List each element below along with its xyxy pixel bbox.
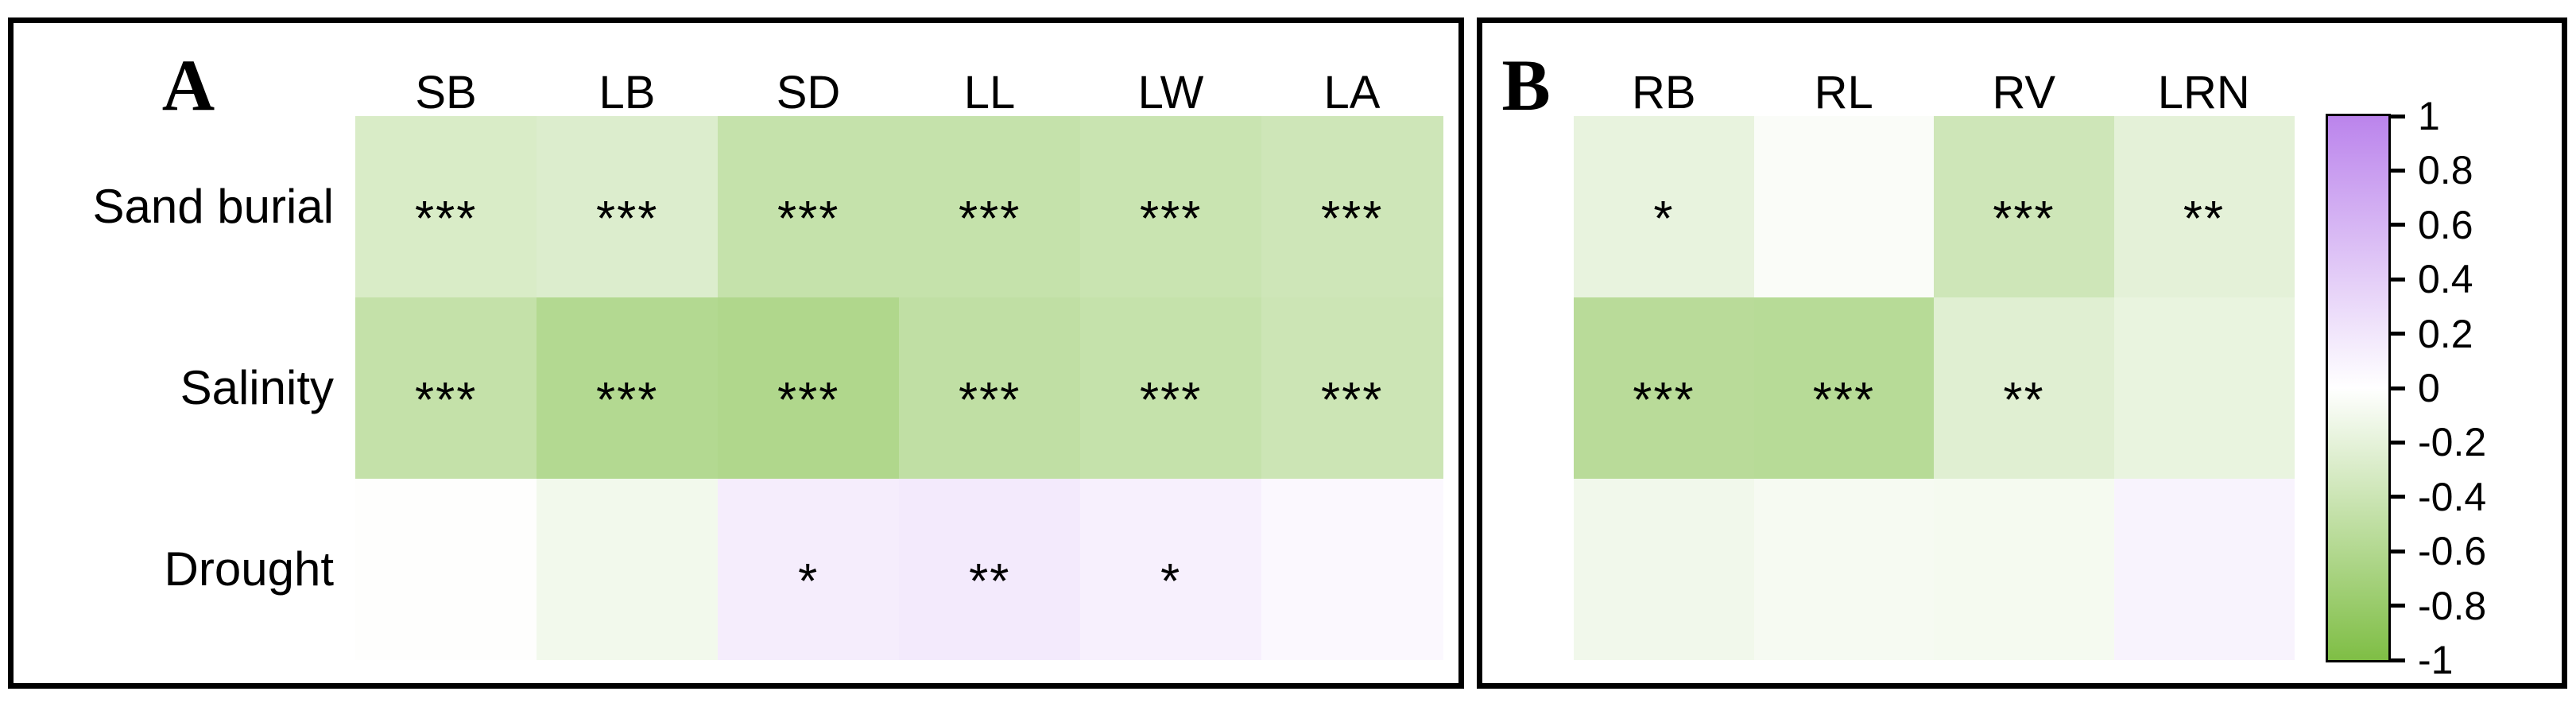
heatmap-cell-a-drought-lw: * [1080,479,1262,660]
colorbar-gradient [2328,116,2388,660]
column-header-lb: LB [598,67,656,118]
significance-stars: *** [596,373,659,428]
significance-stars: ** [969,554,1011,609]
heatmap-cell-a-sand-burial-sb: *** [355,116,537,297]
heatmap-cell-a-salinity-sb: *** [355,297,537,479]
heatmap-cell-a-drought-lb [537,479,719,660]
significance-stars: *** [1633,373,1695,428]
heatmap-cell-a-drought-la [1261,479,1443,660]
panel-a-letter: A [161,45,215,126]
heatmap-cell-b-sand-burial-rl [1753,116,1935,297]
column-header-rb: RB [1631,67,1696,118]
heatmap-cell-b-drought-lrn [2113,479,2295,660]
column-header-rl: RL [1814,67,1873,118]
colorbar-tick [2391,658,2405,662]
significance-stars: * [798,554,819,609]
column-header-sd: SD [776,67,841,118]
colorbar-tick-label: -0.2 [2418,420,2487,465]
colorbar-tick-label: -0.4 [2418,474,2487,519]
significance-stars: *** [777,192,840,247]
heatmap-cell-b-salinity-rv: ** [1934,297,2114,479]
colorbar-tick-label: 1 [2418,94,2440,138]
column-header-lw: LW [1137,67,1204,118]
heatmap-cell-b-sand-burial-rv: *** [1934,116,2114,297]
significance-stars: *** [1812,373,1876,428]
significance-stars: *** [1993,192,2055,247]
heatmap-cell-a-salinity-ll: *** [899,297,1081,479]
heatmap-cell-b-sand-burial-lrn: ** [2113,116,2295,297]
colorbar-tick-label: 0 [2418,366,2440,410]
significance-stars: *** [596,192,659,247]
heatmap-cell-a-sand-burial-ll: *** [899,116,1081,297]
significance-stars: *** [959,373,1021,428]
heatmap-cell-b-drought-rb [1574,479,1754,660]
heatmap-cell-b-salinity-lrn [2113,297,2295,479]
colorbar-tick [2391,168,2405,173]
heatmap-cell-b-drought-rv [1934,479,2114,660]
colorbar-tick-label: 0.8 [2418,148,2473,193]
heatmap-cell-a-drought-sb [355,479,537,660]
heatmap-cell-a-salinity-lw: *** [1080,297,1262,479]
heatmap-cell-a-salinity-sd: *** [718,297,900,479]
significance-stars: * [1653,192,1675,247]
colorbar-tick-label: 0.6 [2418,202,2473,247]
significance-stars: *** [1321,192,1384,247]
column-header-lrn: LRN [2157,67,2250,118]
column-header-la: LA [1323,67,1381,118]
significance-stars: *** [415,373,478,428]
colorbar-tick [2391,549,2405,553]
column-header-sb: SB [415,67,477,118]
colorbar-tick [2391,386,2405,390]
heatmap-cell-b-sand-burial-rb: * [1574,116,1754,297]
colorbar-tick-label: 0.4 [2418,257,2473,302]
heatmap-cell-a-sand-burial-lw: *** [1080,116,1262,297]
significance-stars: *** [415,192,478,247]
significance-stars: *** [1140,192,1203,247]
colorbar-tick-label: 0.2 [2418,311,2473,356]
heatmap-cell-a-sand-burial-la: *** [1261,116,1443,297]
significance-stars: * [1160,554,1182,609]
heatmap-cell-a-salinity-lb: *** [537,297,719,479]
heatmap-cell-b-salinity-rb: *** [1574,297,1754,479]
colorbar-tick-label: -0.8 [2418,583,2487,628]
colorbar-tick-label: -1 [2418,638,2454,682]
colorbar-tick-label: -0.6 [2418,529,2487,574]
significance-stars: *** [1321,373,1384,428]
heatmap-cell-a-salinity-la: *** [1261,297,1443,479]
significance-stars: *** [1140,373,1203,428]
column-header-rv: RV [1992,67,2056,118]
heatmap-cell-a-drought-ll: ** [899,479,1081,660]
colorbar-tick [2391,223,2405,227]
row-label-sand-burial: Sand burial [92,180,334,233]
significance-stars: ** [2183,192,2225,247]
colorbar-tick [2391,495,2405,499]
colorbar-tick [2391,332,2405,336]
heatmap-cell-b-drought-rl [1753,479,1935,660]
colorbar-tick [2391,114,2405,118]
significance-stars: ** [2003,373,2045,428]
panel-b-letter: B [1501,45,1551,126]
colorbar-tick [2391,440,2405,445]
column-header-ll: LL [963,67,1016,118]
heatmap-cell-a-sand-burial-sd: *** [718,116,900,297]
row-label-drought: Drought [164,542,334,596]
heatmap-cell-a-drought-sd: * [718,479,900,660]
significance-stars: *** [959,192,1021,247]
colorbar-tick [2391,277,2405,282]
colorbar-tick [2391,604,2405,608]
row-label-salinity: Salinity [180,361,334,414]
heatmap-cell-a-sand-burial-lb: *** [537,116,719,297]
significance-stars: *** [777,373,840,428]
heatmap-cell-b-salinity-rl: *** [1753,297,1935,479]
colorbar [2326,114,2391,662]
